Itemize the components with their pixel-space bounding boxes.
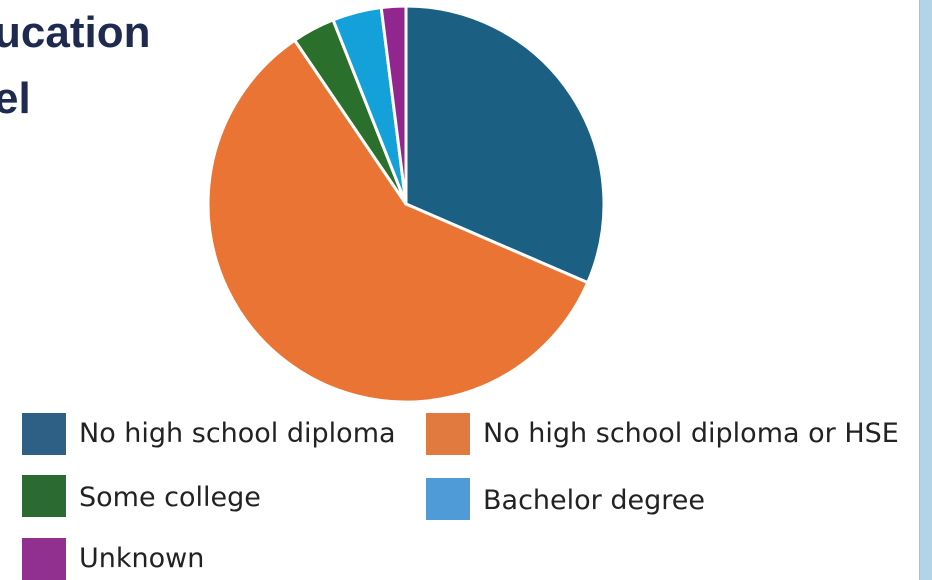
pie-slice-no-high-school-diploma bbox=[404, 4, 606, 285]
legend-swatch-bachelor-degree bbox=[426, 478, 470, 520]
pie-slice-unknown bbox=[379, 4, 408, 206]
pie-slices bbox=[206, 4, 606, 404]
legend-swatch-some-college bbox=[22, 475, 66, 517]
legend-label-bachelor-degree: Bachelor degree bbox=[483, 485, 705, 516]
legend-swatch-no-high-school-diploma-or-hse bbox=[426, 413, 470, 455]
pie-slice-no-high-school-diploma-or-hse bbox=[206, 38, 590, 404]
window-edge-strip bbox=[919, 0, 932, 580]
legend-label-unknown: Unknown bbox=[79, 543, 205, 574]
legend-label-no-high-school-diploma-or-hse: No high school diploma or HSE bbox=[483, 418, 899, 449]
legend-swatch-unknown bbox=[22, 538, 66, 580]
chart-title-line-1: ucation bbox=[0, 8, 151, 57]
chart-title: ucation el bbox=[0, 0, 214, 132]
legend-label-some-college: Some college bbox=[79, 482, 261, 513]
legend-swatch-no-high-school-diploma bbox=[22, 413, 66, 455]
chart-title-line-2: el bbox=[0, 74, 31, 123]
legend-label-no-high-school-diploma: No high school diploma bbox=[79, 418, 396, 449]
